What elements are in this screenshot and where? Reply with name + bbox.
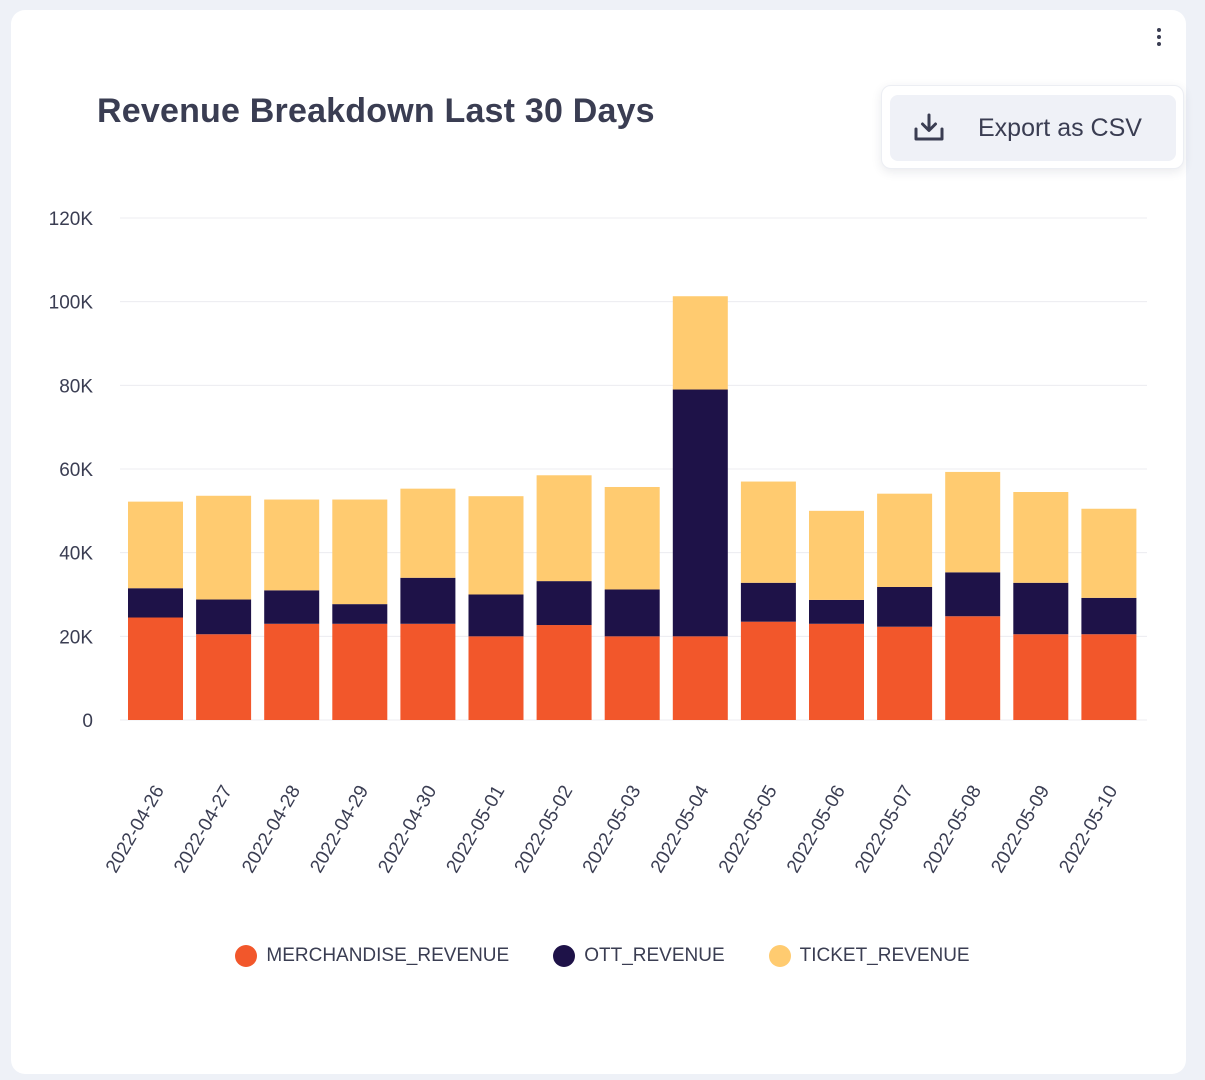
bar-segment-ticket-revenue: [809, 510, 864, 600]
bar-segment-ott-revenue: [468, 594, 524, 637]
chart-title: Revenue Breakdown Last 30 Days: [97, 92, 655, 130]
x-tick-label: 2022-05-08: [919, 782, 986, 877]
bar-segment-merchandise-revenue: [468, 636, 524, 720]
x-tick-label: 2022-04-26: [102, 782, 169, 877]
bar-segment-ticket-revenue: [1013, 492, 1069, 583]
bar-segment-merchandise-revenue: [740, 621, 796, 720]
bar-segment-ott-revenue: [332, 604, 388, 624]
bar-segment-ott-revenue: [604, 589, 660, 637]
bar-segment-ott-revenue: [672, 389, 728, 637]
x-tick-label: 2022-05-10: [1055, 782, 1122, 877]
bar-segment-ott-revenue: [1013, 582, 1069, 635]
kebab-dot: [1157, 28, 1161, 32]
bar-segment-ticket-revenue: [604, 486, 660, 590]
y-tick-label: 20K: [59, 627, 93, 648]
bar-segment-ticket-revenue: [945, 471, 1001, 573]
legend-item-ott-revenue[interactable]: OTT_REVENUE: [553, 945, 725, 967]
bar-segment-ticket-revenue: [264, 499, 320, 591]
bar-segment-merchandise-revenue: [945, 616, 1001, 720]
bar-segment-merchandise-revenue: [536, 625, 592, 720]
bar-segment-ticket-revenue: [740, 481, 796, 583]
x-tick-label: 2022-05-01: [443, 782, 510, 877]
export-csv-label: Export as CSV: [978, 113, 1142, 142]
bar-segment-merchandise-revenue: [604, 636, 660, 720]
bar-segment-merchandise-revenue: [196, 634, 252, 720]
bar-segment-merchandise-revenue: [264, 623, 320, 720]
bar-segment-ticket-revenue: [1081, 508, 1137, 598]
x-tick-label: 2022-05-07: [851, 782, 918, 877]
bar-segment-merchandise-revenue: [877, 626, 933, 720]
bar-segment-merchandise-revenue: [809, 623, 864, 720]
chart-legend: MERCHANDISE_REVENUE OTT_REVENUE TICKET_REV…: [0, 945, 1205, 967]
bar-segment-ticket-revenue: [196, 495, 252, 600]
options-dropdown-menu: Export as CSV: [881, 85, 1184, 169]
y-tick-label: 60K: [59, 460, 93, 481]
legend-label: MERCHANDISE_REVENUE: [266, 945, 510, 966]
y-tick-label: 120K: [49, 209, 94, 230]
export-csv-menu-item[interactable]: Export as CSV: [890, 95, 1176, 161]
x-tick-label: 2022-05-06: [783, 782, 850, 877]
bar-segment-ott-revenue: [809, 599, 864, 624]
legend-swatch: [768, 945, 791, 967]
legend-item-merchandise-revenue[interactable]: MERCHANDISE_REVENUE: [235, 945, 509, 967]
bar-segment-merchandise-revenue: [1013, 634, 1069, 720]
x-tick-label: 2022-04-27: [170, 782, 237, 877]
bar-segment-ott-revenue: [536, 581, 592, 626]
x-tick-label: 2022-05-05: [715, 782, 782, 877]
bar-segment-ticket-revenue: [672, 296, 728, 390]
legend-label: OTT_REVENUE: [584, 945, 725, 966]
y-tick-label: 100K: [49, 293, 94, 314]
bar-segment-ott-revenue: [128, 588, 183, 618]
more-options-button[interactable]: [1140, 22, 1178, 52]
bar-segment-ticket-revenue: [536, 475, 592, 582]
download-tray-icon: [911, 110, 947, 146]
bar-segment-ott-revenue: [740, 582, 796, 622]
bar-segment-ticket-revenue: [332, 499, 388, 605]
x-tick-label: 2022-05-09: [987, 782, 1054, 877]
bar-segment-ticket-revenue: [468, 496, 524, 595]
bar-segment-merchandise-revenue: [672, 636, 728, 720]
bar-segment-ticket-revenue: [128, 501, 183, 589]
bar-segment-merchandise-revenue: [332, 623, 388, 720]
x-tick-label: 2022-04-30: [374, 782, 441, 877]
bar-segment-merchandise-revenue: [400, 623, 456, 720]
bar-segment-ticket-revenue: [877, 493, 933, 587]
bar-segment-ott-revenue: [400, 577, 456, 624]
legend-swatch: [553, 945, 576, 967]
y-tick-label: 80K: [59, 376, 93, 397]
legend-label: TICKET_REVENUE: [799, 945, 970, 966]
bar-segment-ott-revenue: [877, 586, 933, 627]
x-tick-label: 2022-05-04: [647, 782, 714, 877]
x-tick-label: 2022-05-03: [579, 782, 646, 877]
legend-swatch: [235, 945, 258, 967]
x-tick-label: 2022-04-28: [238, 782, 305, 877]
bar-segment-ott-revenue: [196, 599, 252, 635]
bar-segment-ott-revenue: [264, 590, 320, 624]
bar-segment-ticket-revenue: [400, 488, 456, 578]
bar-segment-merchandise-revenue: [128, 617, 183, 720]
x-tick-label: 2022-04-29: [306, 782, 373, 877]
y-tick-label: 0: [82, 711, 93, 732]
kebab-dot: [1157, 42, 1161, 46]
kebab-dot: [1157, 35, 1161, 39]
bar-segment-merchandise-revenue: [1081, 634, 1137, 720]
bar-segment-ott-revenue: [945, 572, 1001, 617]
y-tick-label: 40K: [59, 544, 93, 565]
bar-segment-ott-revenue: [1081, 597, 1137, 635]
legend-item-ticket-revenue[interactable]: TICKET_REVENUE: [768, 945, 970, 967]
x-tick-label: 2022-05-02: [511, 782, 578, 877]
